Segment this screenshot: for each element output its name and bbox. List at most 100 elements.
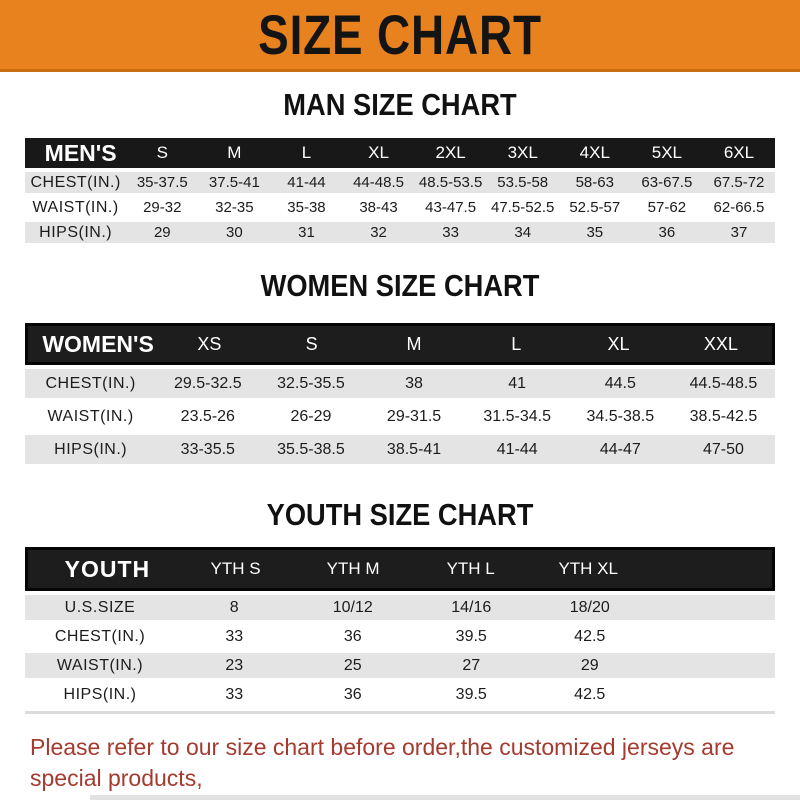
women-row-label: HIPS(IN.) — [54, 440, 128, 458]
bottom-divider — [90, 795, 800, 800]
page-title: SIZE CHART — [258, 2, 542, 66]
men-value-cell: 37 — [730, 224, 748, 241]
youth-table-bottom-rule — [25, 711, 775, 714]
youth-size-table: YOUTH YTH S YTH M YTH L YTH XL U.S.SIZE 8 10/12… — [25, 547, 775, 707]
men-size-column-8: 6XL — [723, 143, 755, 162]
women-size-column-4: XL — [607, 333, 630, 354]
men-size-column-2: L — [301, 143, 312, 162]
men-table-row: CHEST(IN.) 35-37.5 37.5-41 41-44 44-48.5 48.5… — [25, 172, 775, 193]
men-value-cell: 47.5-52.5 — [491, 199, 555, 216]
youth-value-cell: 25 — [343, 656, 362, 674]
youth-value-cell: 42.5 — [574, 627, 606, 645]
men-row-label: HIPS(IN.) — [39, 223, 113, 241]
men-value-cell: 62-66.5 — [713, 199, 765, 216]
women-value-cell: 32.5-35.5 — [277, 374, 345, 392]
youth-value-cell: 36 — [343, 627, 362, 645]
youth-value-cell: 29 — [580, 656, 599, 674]
women-value-cell: 38.5-41 — [386, 440, 442, 458]
men-size-column-1: M — [227, 143, 242, 162]
men-table-row: HIPS(IN.) 29 30 31 32 33 34 35 36 37 — [25, 222, 775, 243]
men-value-cell: 48.5-53.5 — [418, 174, 483, 191]
youth-table-title: YOUTH — [64, 555, 151, 582]
women-table-row: HIPS(IN.) 33-35.5 35.5-38.5 38.5-41 41-44 44-… — [25, 435, 775, 464]
men-value-cell: 32-35 — [215, 199, 254, 216]
women-value-cell: 38 — [405, 374, 423, 392]
women-value-cell: 23.5-26 — [180, 407, 235, 425]
men-size-column-4: 2XL — [435, 143, 466, 162]
women-value-cell: 35.5-38.5 — [277, 440, 345, 458]
youth-size-chart-heading: YOUTH SIZE CHART — [266, 497, 534, 532]
men-value-cell: 53.5-58 — [497, 174, 549, 191]
men-size-column-5: 3XL — [507, 143, 538, 162]
youth-size-column-2: YTH L — [446, 559, 495, 578]
men-value-cell: 67.5-72 — [713, 174, 765, 191]
women-value-cell: 44-47 — [599, 440, 641, 458]
men-size-table: MEN'S S M L XL 2XL 3XL 4XL 5XL 6XL CHEST(IN.) 35-37… — [25, 138, 775, 243]
youth-table-row: WAIST(IN.) 23 25 27 29 — [25, 653, 775, 678]
disclaimer-note: Please refer to our size chart before or… — [30, 732, 800, 800]
men-value-cell: 32 — [370, 224, 387, 241]
women-size-column-3: L — [511, 333, 522, 354]
men-value-cell: 35 — [586, 224, 604, 241]
men-table-header-row: MEN'S S M L XL 2XL 3XL 4XL 5XL 6XL — [25, 138, 775, 168]
youth-value-cell: 8 — [229, 598, 239, 616]
women-size-column-2: M — [406, 333, 422, 354]
men-size-column-3: XL — [368, 143, 389, 162]
women-value-cell: 44.5-48.5 — [689, 374, 758, 392]
men-row-label: WAIST(IN.) — [32, 198, 119, 216]
youth-value-cell: 42.5 — [574, 685, 606, 703]
men-row-label: CHEST(IN.) — [30, 173, 121, 191]
youth-table-row: U.S.SIZE 8 10/12 14/16 18/20 — [25, 595, 775, 620]
women-table-row: WAIST(IN.) 23.5-26 26-29 29-31.5 31.5-34.5 34… — [25, 402, 775, 431]
women-size-column-5: XXL — [703, 333, 738, 354]
women-value-cell: 44.5 — [604, 374, 636, 392]
youth-value-cell: 39.5 — [455, 627, 487, 645]
men-value-cell: 29 — [153, 224, 171, 241]
men-value-cell: 58-63 — [575, 174, 614, 191]
women-table-header-row: WOMEN'S XS S M L XL XXL — [25, 323, 775, 365]
men-size-column-7: 5XL — [651, 143, 682, 162]
youth-value-cell: 27 — [462, 656, 481, 674]
women-value-cell: 29-31.5 — [386, 407, 442, 425]
women-value-cell: 31.5-34.5 — [483, 407, 551, 425]
men-value-cell: 30 — [226, 224, 243, 241]
women-value-cell: 29.5-32.5 — [174, 374, 242, 392]
youth-value-cell: 33 — [225, 685, 244, 703]
size-chart-banner: SIZE CHART — [0, 0, 800, 72]
men-size-column-6: 4XL — [579, 143, 610, 162]
women-value-cell: 47-50 — [702, 440, 744, 458]
women-value-cell: 41 — [508, 374, 527, 392]
men-size-column-0: S — [156, 143, 168, 162]
women-size-table: WOMEN'S XS S M L XL XXL CHEST(IN.) 29.5-32.5 32.5… — [25, 323, 775, 464]
women-size-column-0: XS — [197, 333, 222, 354]
men-value-cell: 34 — [514, 224, 532, 241]
men-table-row: WAIST(IN.) 29-32 32-35 35-38 38-43 43-47.5 47.… — [25, 197, 775, 218]
youth-row-label: U.S.SIZE — [64, 598, 136, 616]
women-value-cell: 26-29 — [290, 407, 332, 425]
women-value-cell: 41-44 — [496, 440, 538, 458]
women-value-cell: 34.5-38.5 — [586, 407, 655, 425]
youth-table-header-row: YOUTH YTH S YTH M YTH L YTH XL — [25, 547, 775, 591]
youth-table-row: CHEST(IN.) 33 36 39.5 42.5 — [25, 624, 775, 649]
youth-size-column-3: YTH XL — [558, 559, 618, 578]
men-value-cell: 37.5-41 — [208, 174, 260, 191]
women-row-label: WAIST(IN.) — [47, 407, 134, 425]
youth-size-column-1: YTH M — [326, 559, 380, 578]
men-table-title: MEN'S — [44, 139, 117, 166]
men-value-cell: 38-43 — [359, 199, 398, 216]
youth-value-cell: 33 — [225, 627, 244, 645]
men-value-cell: 35-37.5 — [136, 174, 188, 191]
youth-value-cell: 23 — [225, 656, 244, 674]
women-size-chart-heading: WOMEN SIZE CHART — [260, 268, 540, 303]
women-table-title: WOMEN'S — [42, 330, 154, 357]
men-value-cell: 63-67.5 — [641, 174, 693, 191]
men-value-cell: 44-48.5 — [353, 174, 404, 191]
men-value-cell: 33 — [442, 224, 459, 241]
men-value-cell: 31 — [298, 224, 315, 241]
women-row-label: CHEST(IN.) — [45, 374, 136, 392]
youth-row-label: CHEST(IN.) — [54, 627, 146, 645]
men-value-cell: 57-62 — [647, 199, 687, 216]
youth-size-column-0: YTH S — [210, 559, 261, 578]
women-value-cell: 38.5-42.5 — [689, 407, 758, 425]
